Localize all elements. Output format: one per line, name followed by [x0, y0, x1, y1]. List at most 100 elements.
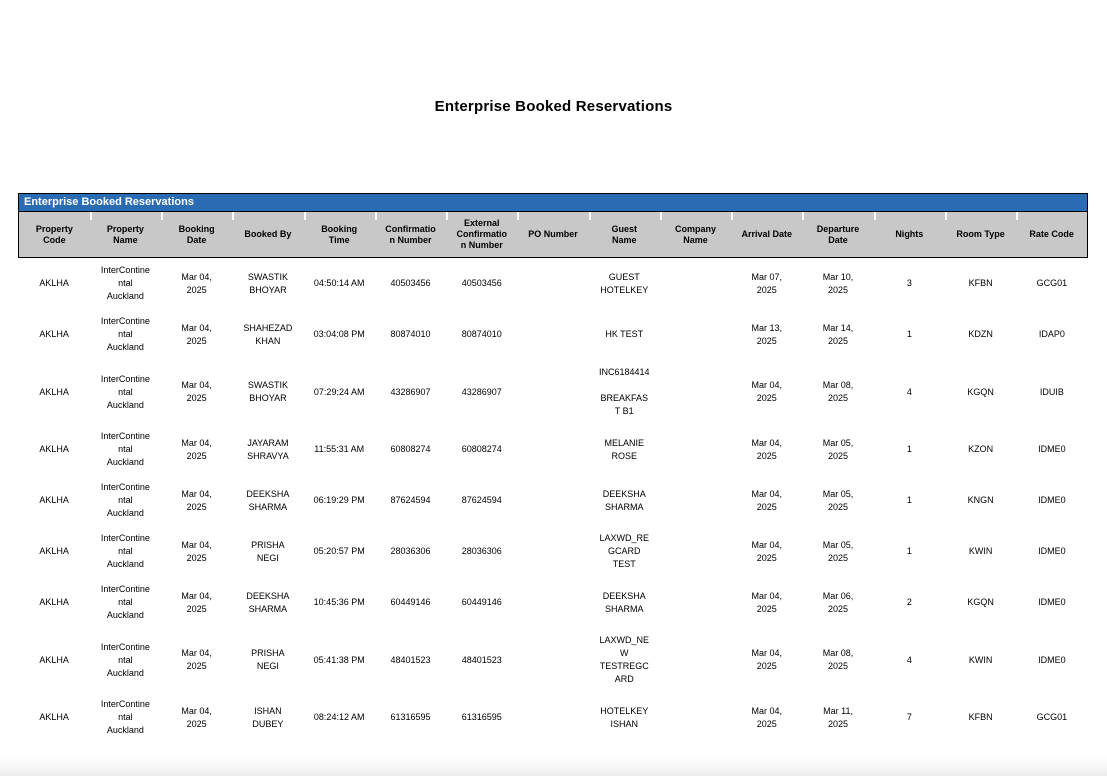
cell-nights: 1: [873, 526, 945, 577]
cell-booked_by: PRISHA NEGI: [232, 628, 304, 692]
cell-booked_by: PRISHA NEGI: [232, 526, 304, 577]
cell-confirmation_number: 61316595: [374, 692, 447, 743]
cell-booked_by: ISHAN DUBEY: [232, 692, 304, 743]
cell-external_confirmation_number: 40503456: [446, 257, 518, 309]
cell-booking_date: Mar 04, 2025: [161, 577, 233, 628]
cell-confirmation_number: 48401523: [374, 628, 447, 692]
cell-po_number: [517, 360, 589, 424]
cell-rate_code: IDUIB: [1016, 360, 1088, 424]
cell-po_number: [517, 257, 589, 309]
column-header-property_code: Property Code: [17, 212, 90, 258]
column-header-nights: Nights: [873, 212, 945, 258]
cell-nights: 1: [873, 424, 945, 475]
page-title: Enterprise Booked Reservations: [434, 98, 673, 115]
cell-company_name: [659, 424, 732, 475]
cell-property_code: AKLHA: [18, 475, 90, 526]
cell-room_type: KGQN: [944, 360, 1017, 424]
cell-company_name: [659, 257, 732, 309]
cell-booking_time: 11:55:31 AM: [303, 424, 375, 475]
cell-po_number: [517, 309, 589, 360]
column-header-po_number: PO Number: [517, 212, 589, 258]
column-header-guest_name: Guest Name: [588, 212, 660, 258]
table-row: AKLHA InterContine ntal Auckland Mar 04, 2…: [18, 257, 1088, 309]
table-body: AKLHA InterContine ntal Auckland Mar 04, 2…: [18, 257, 1088, 743]
cell-room_type: KWIN: [944, 526, 1017, 577]
cell-property_name: InterContine ntal Auckland: [89, 424, 162, 475]
cell-booking_date: Mar 04, 2025: [161, 309, 233, 360]
table-row: AKLHA InterContine ntal Auckland Mar 04, 2…: [18, 628, 1088, 692]
cell-property_name: InterContine ntal Auckland: [89, 309, 162, 360]
cell-property_code: AKLHA: [18, 692, 90, 743]
cell-property_code: AKLHA: [18, 360, 90, 424]
cell-departure_date: Mar 08, 2025: [802, 360, 874, 424]
reservations-table: Property Code Property Name Booking Date Bo…: [17, 212, 1089, 743]
cell-confirmation_number: 28036306: [374, 526, 447, 577]
cell-external_confirmation_number: 80874010: [446, 309, 518, 360]
cell-guest_name: HOTELKEY ISHAN: [588, 692, 660, 743]
cell-arrival_date: Mar 04, 2025: [731, 577, 803, 628]
cell-booking_date: Mar 04, 2025: [161, 424, 233, 475]
table-row: AKLHA InterContine ntal Auckland Mar 04, 2…: [18, 475, 1088, 526]
cell-departure_date: Mar 05, 2025: [802, 475, 874, 526]
cell-po_number: [517, 475, 589, 526]
cell-departure_date: Mar 05, 2025: [802, 526, 874, 577]
cell-property_name: InterContine ntal Auckland: [89, 257, 162, 309]
cell-property_code: AKLHA: [18, 424, 90, 475]
column-header-property_name: Property Name: [89, 212, 162, 258]
cell-company_name: [659, 475, 732, 526]
cell-booking_time: 10:45:36 PM: [303, 577, 375, 628]
cell-departure_date: Mar 10, 2025: [802, 257, 874, 309]
cell-property_name: InterContine ntal Auckland: [89, 577, 162, 628]
cell-rate_code: IDME0: [1016, 475, 1088, 526]
column-header-booking_time: Booking Time: [303, 212, 375, 258]
cell-booking_time: 05:41:38 PM: [303, 628, 375, 692]
cell-external_confirmation_number: 87624594: [446, 475, 518, 526]
cell-booking_time: 05:20:57 PM: [303, 526, 375, 577]
table-row: AKLHA InterContine ntal Auckland Mar 04, 2…: [18, 309, 1088, 360]
window-bottom-edge: [0, 758, 1107, 776]
column-header-booking_date: Booking Date: [161, 212, 233, 258]
cell-company_name: [659, 628, 732, 692]
cell-booked_by: JAYARAM SHRAVYA: [232, 424, 304, 475]
cell-property_code: AKLHA: [18, 526, 90, 577]
cell-confirmation_number: 60449146: [374, 577, 447, 628]
table-row: AKLHA InterContine ntal Auckland Mar 04, 2…: [18, 526, 1088, 577]
cell-external_confirmation_number: 28036306: [446, 526, 518, 577]
cell-external_confirmation_number: 43286907: [446, 360, 518, 424]
cell-rate_code: IDAP0: [1016, 309, 1088, 360]
cell-company_name: [659, 577, 732, 628]
cell-po_number: [517, 577, 589, 628]
cell-property_code: AKLHA: [18, 309, 90, 360]
cell-po_number: [517, 692, 589, 743]
column-header-booked_by: Booked By: [232, 212, 304, 258]
cell-rate_code: IDME0: [1016, 424, 1088, 475]
cell-room_type: KWIN: [944, 628, 1017, 692]
cell-booking_time: 08:24:12 AM: [303, 692, 375, 743]
cell-confirmation_number: 43286907: [374, 360, 447, 424]
table-header: Property Code Property Name Booking Date Bo…: [17, 212, 1089, 258]
cell-nights: 4: [873, 628, 945, 692]
cell-rate_code: IDME0: [1016, 577, 1088, 628]
column-header-confirmation_number: Confirmatio n Number: [374, 212, 447, 258]
cell-rate_code: GCG01: [1016, 692, 1088, 743]
cell-guest_name: HK TEST: [588, 309, 660, 360]
cell-rate_code: GCG01: [1016, 257, 1088, 309]
cell-property_name: InterContine ntal Auckland: [89, 360, 162, 424]
table-header-row: Property Code Property Name Booking Date Bo…: [17, 212, 1089, 258]
table-row: AKLHA InterContine ntal Auckland Mar 04, 2…: [18, 692, 1088, 743]
cell-booking_date: Mar 04, 2025: [161, 475, 233, 526]
cell-nights: 1: [873, 309, 945, 360]
cell-guest_name: DEEKSHA SHARMA: [588, 475, 660, 526]
report-table-section: Enterprise Booked Reservations Property …: [17, 193, 1089, 743]
cell-room_type: KFBN: [944, 692, 1017, 743]
table-row: AKLHA InterContine ntal Auckland Mar 04, 2…: [18, 360, 1088, 424]
cell-guest_name: INC6184414 BREAKFAS T B1: [588, 360, 660, 424]
cell-room_type: KNGN: [944, 475, 1017, 526]
table-row: AKLHA InterContine ntal Auckland Mar 04, 2…: [18, 577, 1088, 628]
cell-guest_name: GUEST HOTELKEY: [588, 257, 660, 309]
cell-booking_date: Mar 04, 2025: [161, 628, 233, 692]
cell-room_type: KZON: [944, 424, 1017, 475]
cell-departure_date: Mar 05, 2025: [802, 424, 874, 475]
cell-company_name: [659, 309, 732, 360]
table-row: AKLHA InterContine ntal Auckland Mar 04, 2…: [18, 424, 1088, 475]
